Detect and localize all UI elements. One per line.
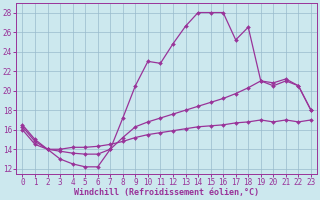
X-axis label: Windchill (Refroidissement éolien,°C): Windchill (Refroidissement éolien,°C): [74, 188, 259, 197]
